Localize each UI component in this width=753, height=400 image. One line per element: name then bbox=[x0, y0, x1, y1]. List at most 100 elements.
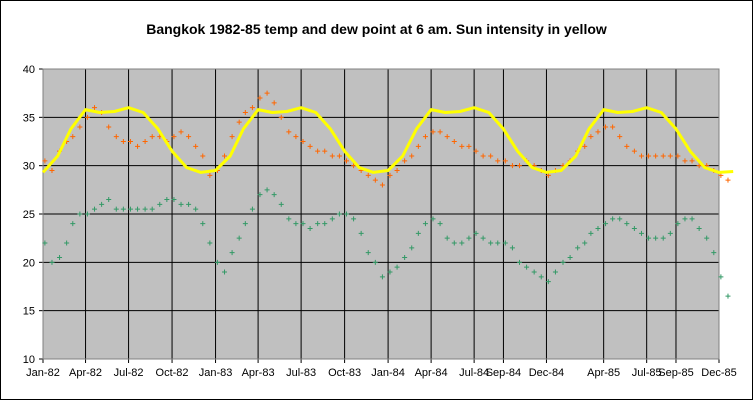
dew-point-point bbox=[164, 197, 170, 202]
temperature-point bbox=[387, 172, 393, 178]
x-tick-label: Jul-82 bbox=[114, 367, 144, 379]
temperature-point bbox=[70, 134, 76, 140]
temperature-point bbox=[264, 90, 270, 96]
x-tick-label: Dec-84 bbox=[529, 367, 564, 379]
dew-point-point bbox=[351, 216, 357, 222]
temperature-point bbox=[409, 153, 415, 159]
temperature-point bbox=[92, 105, 98, 111]
temperature-point bbox=[517, 163, 523, 169]
dew-point-point bbox=[588, 230, 594, 236]
temperature-point bbox=[451, 139, 457, 144]
dew-point-point bbox=[229, 250, 235, 256]
temperature-point bbox=[502, 158, 508, 164]
dew-point-point bbox=[336, 211, 342, 217]
temperature-point bbox=[379, 182, 385, 188]
temperature-point bbox=[459, 143, 465, 149]
dew-point-point bbox=[264, 187, 270, 193]
dew-point-point bbox=[437, 221, 443, 227]
dew-point-point bbox=[193, 206, 199, 212]
y-tick-label: 35 bbox=[23, 112, 35, 124]
dew-point-point bbox=[329, 216, 335, 222]
dew-point-point bbox=[84, 211, 90, 217]
dew-point-point bbox=[365, 250, 371, 256]
dew-point-point bbox=[222, 269, 228, 275]
temperature-point bbox=[77, 124, 83, 130]
temperature-point bbox=[365, 172, 371, 178]
temperature-point bbox=[582, 143, 588, 149]
temperature-point bbox=[135, 143, 141, 149]
dew-point-point bbox=[567, 255, 573, 260]
dew-point-point bbox=[653, 235, 659, 241]
dew-point-point bbox=[171, 197, 177, 202]
dew-point-point bbox=[473, 230, 479, 236]
dew-point-point bbox=[358, 230, 364, 236]
dew-point-point bbox=[64, 240, 70, 246]
dew-point-point bbox=[409, 245, 415, 251]
temperature-point bbox=[682, 158, 688, 164]
temperature-point bbox=[49, 168, 55, 173]
temperature-point bbox=[307, 143, 313, 149]
dew-point-point bbox=[696, 226, 702, 231]
dew-point-point bbox=[271, 192, 277, 198]
dew-point-point bbox=[575, 245, 581, 251]
dew-point-point bbox=[300, 221, 306, 227]
temperature-point bbox=[186, 134, 192, 140]
temperature-point bbox=[293, 134, 299, 140]
plot-border bbox=[42, 68, 720, 360]
dew-point-point bbox=[517, 259, 523, 265]
dew-point-point bbox=[704, 235, 710, 241]
dew-point-point bbox=[444, 235, 450, 241]
dew-point-point bbox=[638, 230, 644, 236]
temperature-point bbox=[415, 143, 421, 149]
dew-point-point bbox=[142, 206, 148, 212]
temperature-point bbox=[271, 100, 277, 106]
temperature-point bbox=[603, 124, 609, 130]
dew-point-point bbox=[257, 192, 263, 198]
temperature-point bbox=[142, 139, 148, 144]
y-tick-label: 30 bbox=[23, 161, 35, 173]
temperature-point bbox=[300, 139, 306, 144]
dew-point-point bbox=[545, 279, 551, 285]
temperature-point bbox=[660, 153, 666, 159]
temperature-point bbox=[229, 134, 235, 140]
dew-point-point bbox=[307, 226, 313, 231]
dew-point-point bbox=[711, 250, 717, 256]
dew-point-point bbox=[430, 216, 436, 222]
temperature-point bbox=[322, 148, 328, 154]
sun-intensity-line bbox=[41, 106, 734, 174]
temperature-point bbox=[249, 105, 255, 111]
dew-point-point bbox=[135, 206, 141, 212]
temperature-point bbox=[286, 129, 292, 135]
temperature-point bbox=[422, 134, 428, 140]
temperature-point bbox=[343, 158, 349, 164]
temperature-point bbox=[624, 143, 630, 149]
x-tick-label: Oct-82 bbox=[156, 367, 189, 379]
temperature-point bbox=[466, 143, 472, 149]
dew-point-point bbox=[667, 230, 673, 236]
dew-point-point bbox=[178, 201, 184, 207]
temperature-point bbox=[200, 153, 206, 159]
temperature-point bbox=[696, 163, 702, 169]
temperature-point bbox=[315, 148, 321, 154]
temperature-point bbox=[488, 153, 494, 159]
dew-point-point bbox=[322, 221, 328, 227]
dew-point-point bbox=[57, 255, 63, 260]
dew-point-point bbox=[725, 293, 731, 299]
x-tick-label: Jan-84 bbox=[371, 367, 405, 379]
dew-point-point bbox=[278, 201, 284, 207]
dew-point-point bbox=[379, 274, 385, 280]
temperature-point bbox=[372, 177, 378, 183]
dew-point-point bbox=[582, 240, 588, 246]
temperature-point bbox=[725, 177, 731, 183]
dew-point-point bbox=[127, 206, 133, 212]
dew-point-point bbox=[631, 226, 637, 231]
dew-point-point bbox=[524, 264, 530, 270]
temperature-point bbox=[278, 114, 284, 120]
temperature-point bbox=[402, 158, 408, 164]
temperature-point bbox=[667, 153, 673, 159]
dew-point-point bbox=[466, 235, 472, 241]
dew-point-point bbox=[689, 216, 695, 222]
temperature-point bbox=[84, 114, 90, 120]
dew-point-point bbox=[49, 259, 55, 265]
dew-point-point bbox=[675, 221, 681, 227]
